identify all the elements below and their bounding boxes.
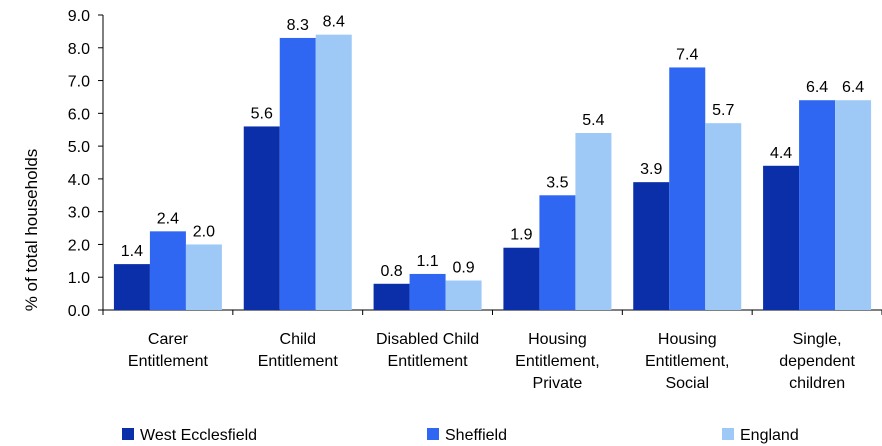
- bar-value-label: 8.3: [287, 17, 309, 34]
- bar-value-label: 0.8: [380, 263, 402, 280]
- bar: [279, 37, 316, 310]
- legend: West Ecclesfield Sheffield England: [122, 427, 799, 444]
- bar-value-label: 8.4: [323, 14, 345, 31]
- y-tick-label: 1.0: [68, 270, 90, 287]
- y-tick-label: 9.0: [68, 8, 90, 25]
- bar: [243, 126, 280, 310]
- x-category-label: Housing: [658, 331, 717, 348]
- bar-value-label: 1.4: [121, 243, 143, 260]
- bar-value-label: 1.9: [510, 227, 532, 244]
- y-axis-label: % of total households: [22, 149, 41, 312]
- x-category-label: children: [789, 375, 845, 392]
- bar: [633, 182, 670, 310]
- bar: [575, 133, 612, 310]
- y-tick-label: 2.0: [68, 237, 90, 254]
- y-tick-label: 5.0: [68, 139, 90, 156]
- bar: [445, 280, 482, 310]
- bar: [315, 34, 352, 311]
- bar: [539, 195, 576, 310]
- bar-value-label: 7.4: [676, 46, 698, 63]
- bar: [705, 123, 742, 311]
- x-category-label: Disabled Child: [376, 331, 479, 348]
- bar: [149, 231, 186, 310]
- x-axis: Carer Entitlement Child Entitlement Disabled…: [102, 309, 882, 392]
- y-tick-label: 6.0: [68, 106, 90, 123]
- x-category-label: Single,: [793, 331, 842, 348]
- x-category-label: Entitlement,: [515, 353, 599, 370]
- legend-label: Sheffield: [445, 427, 507, 444]
- x-category-label: dependent: [779, 353, 855, 370]
- bar: [373, 283, 410, 310]
- bar: [835, 100, 872, 310]
- bar: [503, 247, 540, 310]
- bar: [669, 67, 706, 310]
- legend-swatch: [122, 428, 134, 440]
- legend-label: West Ecclesfield: [140, 427, 257, 444]
- bar-value-label: 6.4: [806, 79, 828, 96]
- legend-label: England: [740, 427, 799, 444]
- bar-value-label: 5.7: [712, 102, 734, 119]
- bar: [185, 244, 222, 310]
- y-tick-label: 3.0: [68, 205, 90, 222]
- x-category-label: Housing: [528, 331, 587, 348]
- bar-value-label: 5.4: [582, 112, 604, 129]
- bar-value-label: 6.4: [842, 79, 864, 96]
- bar-value-label: 2.4: [157, 210, 179, 227]
- bar-value-label: 5.6: [251, 105, 273, 122]
- bar: [763, 165, 800, 310]
- bar-value-label: 1.1: [416, 253, 438, 270]
- x-category-label: Entitlement,: [645, 353, 729, 370]
- bar-value-label: 3.5: [546, 174, 568, 191]
- legend-swatch: [427, 428, 439, 440]
- y-tick-label: 8.0: [68, 41, 90, 58]
- x-category-label: Private: [533, 375, 583, 392]
- x-category-label: Child: [280, 331, 316, 348]
- bar-value-label: 2.0: [193, 223, 215, 240]
- y-tick-label: 0.0: [68, 303, 90, 320]
- bar: [799, 100, 836, 310]
- x-category-label: Carer: [148, 331, 189, 348]
- x-category-label: Entitlement: [128, 353, 209, 370]
- y-tick-label: 4.0: [68, 172, 90, 189]
- bar-value-label: 4.4: [770, 145, 792, 162]
- y-tick-label: 7.0: [68, 74, 90, 91]
- bar: [113, 264, 150, 310]
- y-axis: 0.0 1.0 2.0 3.0 4.0 5.0 6.0 7.0 8.0 9.0: [68, 8, 104, 320]
- x-category-label: Entitlement: [388, 353, 469, 370]
- legend-swatch: [722, 428, 734, 440]
- bars: 1.4 5.6 0.8 1.9 3.9 4.4 2.4 8.3 1.1 3.5 7.4 6.4 2.0 8…: [113, 14, 872, 311]
- x-category-label: Social: [665, 375, 709, 392]
- bar: [409, 273, 446, 310]
- bar-value-label: 3.9: [640, 161, 662, 178]
- bar-value-label: 0.9: [452, 260, 474, 277]
- x-category-label: Entitlement: [258, 353, 339, 370]
